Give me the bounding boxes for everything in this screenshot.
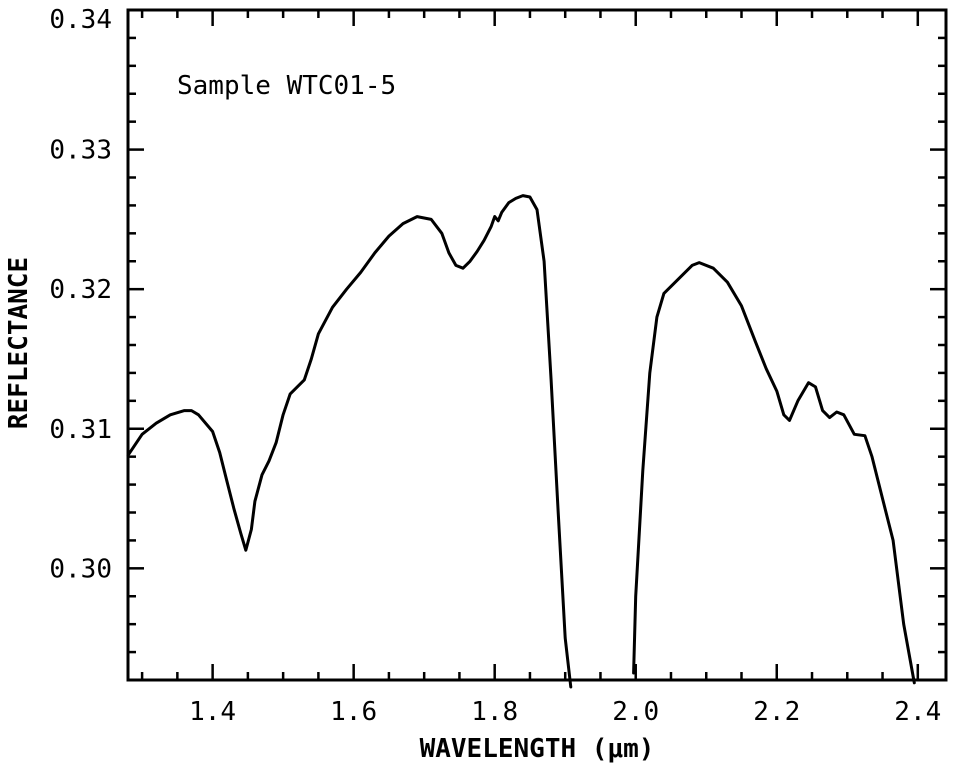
y-tick-label: 0.32 [49, 275, 112, 305]
axis-ticks [128, 8, 946, 682]
x-tick-label: 1.6 [330, 697, 377, 727]
y-tick-label: 0.33 [49, 136, 112, 166]
y-tick-label: 0.31 [49, 415, 112, 445]
x-tick-label: 2.4 [894, 697, 941, 727]
x-tick-labels: 1.4 1.6 1.8 2.0 2.2 2.4 [189, 697, 941, 727]
x-tick-label: 1.8 [471, 697, 518, 727]
y-tick-label: 0.34 [49, 5, 112, 35]
spectrum-series [126, 194, 916, 689]
spectrum-line-segment [632, 261, 916, 685]
y-tick-labels: 0.30 0.31 0.32 0.33 0.34 [49, 5, 112, 584]
x-tick-label: 2.0 [612, 697, 659, 727]
x-tick-label: 2.2 [753, 697, 800, 727]
y-axis-title: REFLECTANCE [4, 257, 34, 429]
plot-frame [126, 8, 948, 682]
y-tick-label: 0.30 [49, 554, 112, 584]
x-tick-label: 1.4 [189, 697, 236, 727]
sample-annotation: Sample WTC01-5 [177, 71, 396, 101]
spectrum-line-segment [126, 194, 573, 689]
x-axis-title: WAVELENGTH (μm) [420, 734, 655, 764]
